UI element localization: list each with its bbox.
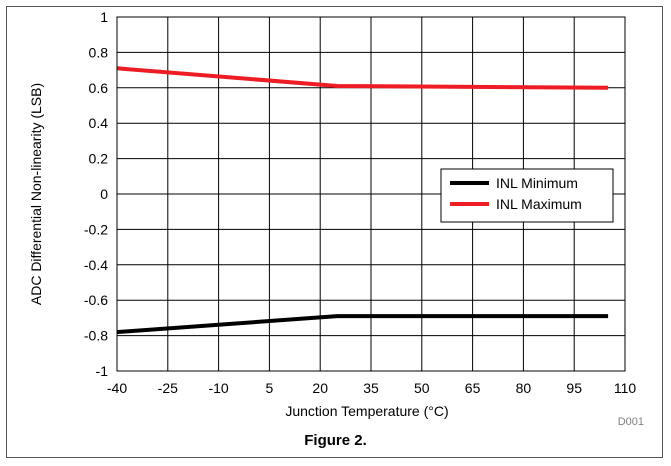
- y-tick-label: 0.4: [89, 115, 109, 131]
- y-tick-label: 0.2: [89, 151, 109, 167]
- x-tick-label: 35: [363, 380, 379, 396]
- y-tick-label: -0.8: [84, 328, 108, 344]
- x-tick-label: 5: [266, 380, 274, 396]
- y-tick-label: 0.8: [89, 44, 109, 60]
- x-tick-label: 110: [614, 380, 637, 396]
- legend-box: [440, 168, 614, 223]
- series-line-inl-minimum: [116, 314, 609, 335]
- x-tick-label: 80: [516, 380, 532, 396]
- y-tick-label: -1: [96, 363, 109, 379]
- y-tick-label: -0.6: [84, 292, 108, 308]
- legend-label-inl-minimum: INL Minimum: [496, 175, 578, 191]
- x-tick-label: 95: [566, 380, 582, 396]
- y-axis-label: ADC Differential Non-linearity (LSB): [28, 83, 44, 305]
- y-tick-label: -0.4: [84, 257, 108, 273]
- y-tick-label: 0: [100, 186, 108, 202]
- legend-label-inl-maximum: INL Maximum: [496, 196, 582, 212]
- series-line-inl-maximum: [116, 66, 609, 90]
- x-tick-label: -25: [158, 380, 178, 396]
- figure-caption: Figure 2.: [304, 432, 367, 449]
- y-tick-label: 1: [100, 9, 108, 25]
- y-tick-label: 0.6: [89, 80, 109, 96]
- x-tick-label: 65: [465, 380, 481, 396]
- y-tick-labels: -1 -0.8 -0.6 -0.4 -0.2 0 0.2 0.4 0.6 0.8 1: [84, 9, 108, 379]
- x-tick-labels: -40 -25 -10 5 20 35 50 65 80 95 110: [107, 380, 636, 396]
- x-tick-label: 50: [414, 380, 430, 396]
- plot-area-border: [116, 16, 626, 372]
- x-tick-label: -40: [107, 380, 127, 396]
- x-axis-label: Junction Temperature (°C): [285, 403, 448, 419]
- figure-frame: [6, 6, 663, 458]
- y-tick-label: -0.2: [84, 221, 108, 237]
- figure-code-label: D001: [618, 416, 644, 428]
- legend: INL Minimum INL Maximum: [440, 168, 614, 223]
- x-tick-label: 20: [312, 380, 328, 396]
- series-lines: [116, 66, 609, 335]
- x-tick-label: -10: [208, 380, 228, 396]
